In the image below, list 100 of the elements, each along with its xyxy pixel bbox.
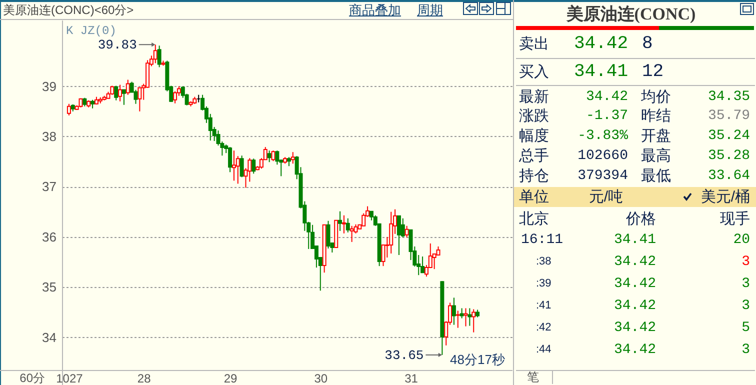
text: 价格: [626, 210, 656, 228]
text: 35.79: [708, 108, 750, 124]
candlestick: [173, 90, 178, 104]
candlestick: [138, 87, 142, 112]
text: 34.42: [614, 254, 656, 270]
candlestick: [420, 256, 425, 274]
candlestick: [338, 210, 342, 232]
candlestick: [460, 308, 464, 319]
y-tick-label: 35: [42, 280, 56, 295]
text: 3: [742, 276, 750, 292]
annotation: 48分17秒: [450, 352, 505, 367]
text: 元/吨: [588, 188, 624, 206]
candlestick: [286, 156, 291, 167]
text: 35.24: [708, 128, 750, 144]
text: 3: [742, 342, 750, 358]
candlestick: [110, 85, 114, 96]
text: :44: [536, 344, 552, 356]
text: 34.42: [614, 298, 656, 314]
candlestick: [126, 79, 130, 96]
candlestick: [66, 103, 71, 116]
candlestick: [118, 84, 122, 102]
y-tick-label: 38: [42, 129, 56, 144]
candlestick: [342, 214, 346, 234]
candlestick: [456, 310, 460, 328]
text: 34.41: [574, 62, 628, 82]
text: 60分: [20, 371, 45, 385]
y-tick-label: 37: [42, 179, 56, 194]
annotation: K JZ(0): [66, 24, 116, 38]
candlestick: [122, 89, 126, 106]
x-tick-label: 1027: [56, 372, 84, 385]
text: 开盘: [641, 128, 671, 144]
candlestick: [396, 215, 401, 256]
candlestick: [350, 225, 354, 242]
text: 总手: [519, 148, 549, 164]
candlestick: [232, 150, 236, 182]
text: 5: [742, 320, 750, 336]
text: 最新: [519, 88, 549, 106]
text: -1.37: [586, 108, 628, 124]
text: 12: [642, 62, 664, 82]
candlestick: [275, 150, 280, 166]
chart-title: 美原油连(CONC)<60分>: [3, 3, 134, 17]
y-tick-label: 36: [42, 229, 56, 244]
text: 现手: [720, 210, 750, 228]
candlestick: [468, 308, 472, 326]
y-tick-label: 34: [42, 330, 56, 345]
candlestick: [228, 146, 232, 173]
text: 16:11: [521, 232, 564, 248]
text: 34.35: [708, 89, 750, 105]
text: 34.41: [614, 232, 656, 248]
text: 商品叠加: [349, 2, 401, 18]
candlestick: [472, 308, 476, 333]
text: 8: [642, 34, 653, 54]
candlestick: [464, 308, 468, 327]
candlestick: [290, 152, 295, 164]
text: 34.42: [574, 34, 628, 54]
text: 20: [733, 232, 750, 248]
x-tick-label: 28: [137, 372, 152, 385]
y-tick-label: 39: [42, 78, 56, 94]
text: :38: [536, 256, 552, 268]
text: 102660: [578, 148, 628, 164]
text: 北京: [519, 210, 549, 228]
text: 卖出: [519, 36, 549, 52]
text: 买入: [519, 64, 549, 80]
x-tick-label: 29: [224, 372, 238, 385]
text: -3.83%: [578, 128, 628, 144]
candlestick: [157, 45, 162, 68]
candlestick: [404, 225, 409, 238]
text: 美元/桶: [700, 188, 750, 206]
text: 涨跌: [519, 108, 549, 124]
text: :42: [536, 322, 552, 334]
candlestick: [252, 158, 256, 174]
text: 持仓: [519, 168, 549, 184]
text: 美原油连(CONC): [566, 4, 696, 24]
text: 幅度: [519, 128, 549, 144]
x-tick-label: 30: [314, 372, 328, 385]
text: 周期: [417, 2, 443, 18]
annotation: 39.83: [98, 38, 137, 53]
annotation: 33.65: [384, 348, 424, 363]
text: 35.28: [708, 148, 750, 164]
candlestick: [389, 211, 394, 254]
candlestick: [326, 220, 330, 249]
text: 34.42: [614, 276, 656, 292]
text: :39: [536, 278, 552, 290]
text: 笔: [527, 370, 539, 384]
text: 单位: [519, 188, 549, 206]
text: 昨结: [641, 108, 671, 124]
candlestick: [267, 150, 272, 163]
text: 均价: [641, 88, 671, 106]
text: 3: [742, 254, 750, 270]
text: 3: [742, 298, 750, 314]
candlestick: [346, 218, 350, 233]
text: 最高: [641, 148, 671, 164]
text: 34.42: [586, 89, 628, 105]
text: 379394: [578, 168, 628, 184]
candlestick: [240, 155, 244, 178]
candlestick: [452, 297, 456, 326]
text: 33.64: [708, 168, 750, 184]
candlestick: [153, 44, 158, 64]
x-tick-label: 31: [404, 372, 418, 385]
text: 34.42: [614, 320, 656, 336]
